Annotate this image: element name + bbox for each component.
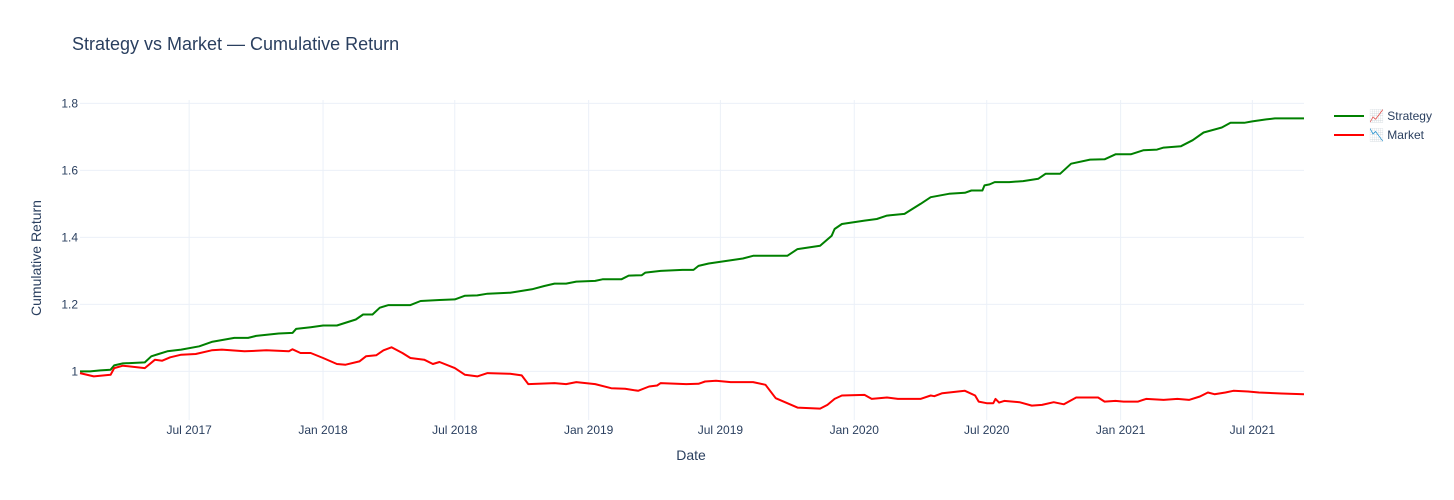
x-tick-label: Jul 2018 [432,423,478,437]
x-tick-label: Jan 2020 [830,423,880,437]
x-tick-label: Jan 2019 [564,423,614,437]
plot-area [79,117,1305,410]
x-axis: Jul 2017 Jan 2018 Jul 2018 Jan 2019 Jul 2019… [166,423,1275,437]
chart-title: Strategy vs Market — Cumulative Return [72,34,399,54]
legend-item[interactable]: 📉 Market [1334,128,1425,142]
y-tick-label: 1.4 [61,230,78,244]
y-tick-label: 1.6 [61,163,78,177]
x-tick-label: Jul 2017 [166,423,212,437]
legend-item[interactable]: 📈 Strategy [1334,109,1432,123]
series-line-0[interactable] [80,117,1304,373]
x-tick-label: Jul 2020 [964,423,1010,437]
y-tick-label: 1.8 [61,96,78,110]
series-line-1[interactable] [79,346,1305,410]
y-axis: 1 1.2 1.4 1.6 1.8 [61,96,78,378]
x-tick-label: Jan 2018 [298,423,348,437]
y-tick-label: 1 [71,364,78,378]
legend-label: 📈 Strategy [1369,109,1432,123]
grid [80,100,1304,420]
legend-label: 📉 Market [1369,128,1425,142]
x-axis-title: Date [676,447,706,463]
legend[interactable]: 📈 Strategy 📉 Market [1334,109,1432,142]
x-tick-label: Jul 2019 [698,423,744,437]
y-tick-label: 1.2 [61,297,78,311]
y-axis-title: Cumulative Return [28,200,44,316]
x-tick-label: Jan 2021 [1096,423,1146,437]
x-tick-label: Jul 2021 [1230,423,1276,437]
